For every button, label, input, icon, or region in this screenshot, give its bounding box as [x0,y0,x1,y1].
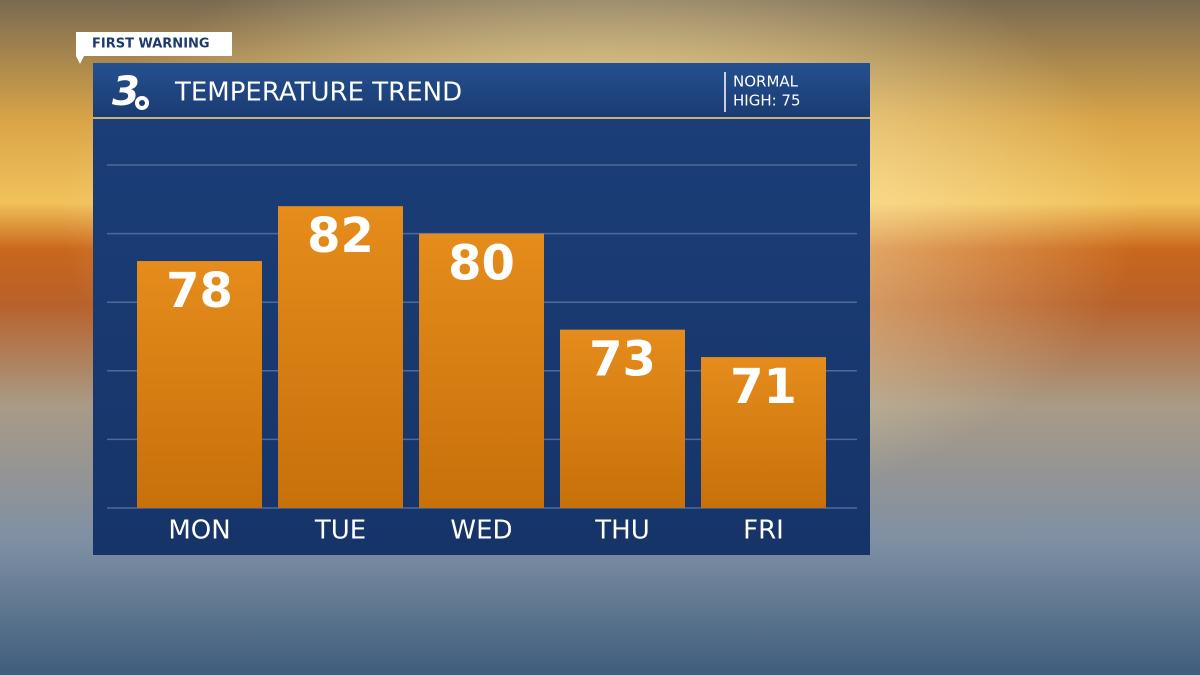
logo-pupil [139,100,145,106]
x-tick-label: FRI [743,516,784,546]
bar-value: 80 [448,236,515,292]
logo: 3 [112,69,140,115]
bar-value: 71 [730,359,797,415]
bar-value: 78 [166,263,233,319]
chart-title: TEMPERATURE TREND [174,78,462,108]
x-tick-label: TUE [314,516,366,546]
bar [278,206,403,508]
normal-high: HIGH: 75 [733,92,801,110]
x-tick-label: THU [594,516,649,546]
x-tick-label: WED [450,516,512,546]
x-tick-label: MON [168,516,230,546]
tag: FIRST WARNING [92,37,210,52]
bar [137,261,262,508]
normal-label: NORMAL [733,73,799,91]
bar-value: 82 [307,208,374,264]
bar-value: 73 [589,332,656,388]
tag-box [76,32,232,64]
bar [419,233,544,508]
panel-header [93,63,870,118]
bar [560,329,685,508]
bar [701,357,826,508]
